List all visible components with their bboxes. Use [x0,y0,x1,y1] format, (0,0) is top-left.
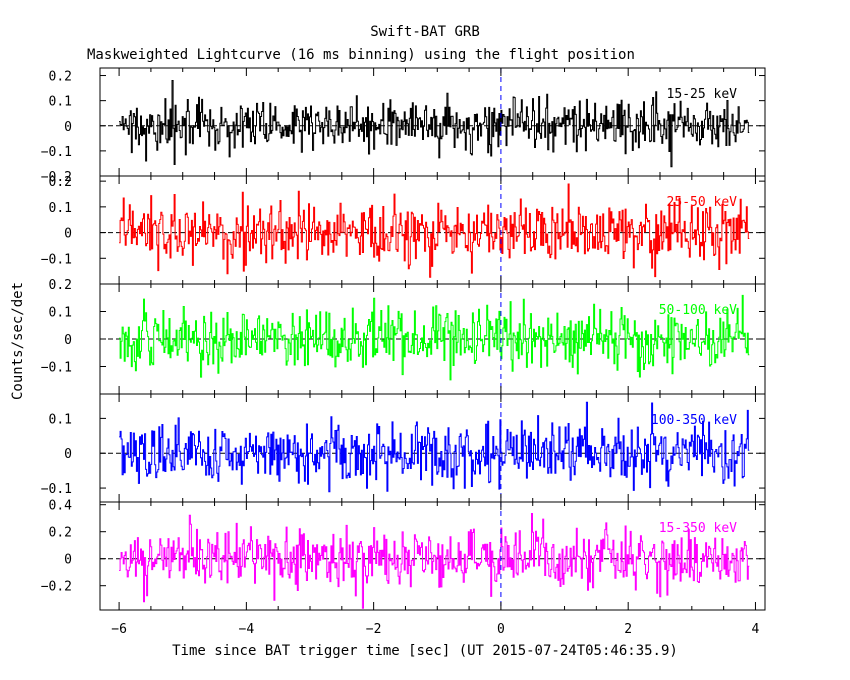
x-tick-label: 0 [497,622,505,637]
y-tick-label: −0.1 [41,361,72,376]
band-label: 15-25 keV [667,87,738,102]
band-label: 25-50 keV [667,195,738,210]
y-tick-label: 0 [64,227,72,242]
series-line [119,513,750,609]
y-tick-label: 0.1 [49,306,72,321]
x-axis: −6 −4 −2 0 2 4 [111,622,759,637]
panels-group: 0.2 0.1 0 −0.1 −0.2 15-25 keV 0.2 0.1 0 −0.1 25-50… [41,67,766,611]
panel-1: 0.2 0.1 0 −0.1 25-50 keV [41,175,766,285]
series-line [119,401,750,493]
x-tick-label: −4 [239,622,255,637]
y-tick-label: 0 [64,120,72,135]
chart-subtitle: Maskweighted Lightcurve (16 ms binning) … [87,47,635,63]
y-tick-label: −0.1 [41,482,72,497]
chart-title: Swift-BAT GRB [370,24,480,40]
band-label: 15-350 keV [659,521,737,536]
y-tick-label: −0.2 [41,170,72,185]
x-tick-label: 2 [624,622,632,637]
y-tick-label: 0.2 [49,526,72,541]
y-tick-label: 0 [64,447,72,462]
panel-0: 0.2 0.1 0 −0.1 −0.2 15-25 keV [41,67,766,185]
y-tick-label: 0 [64,553,72,568]
series-line [119,294,750,381]
series-line [119,183,750,278]
band-label: 100-350 keV [651,413,737,428]
panel-3: 0.1 0 −0.1 100-350 keV [41,393,766,503]
y-tick-label: 0.2 [49,70,72,85]
y-tick-label: 0.2 [49,278,72,293]
y-tick-label: 0.1 [49,201,72,216]
series-line [119,80,750,168]
y-tick-label: 0.1 [49,95,72,110]
panel-4: 0.4 0.2 0 −0.2 15-350 keV [41,499,766,611]
x-axis-label: Time since BAT trigger time [sec] (UT 20… [172,643,678,659]
x-tick-label: −6 [111,622,127,637]
band-label: 50-100 keV [659,303,737,318]
y-tick-label: −0.1 [41,145,72,160]
x-tick-label: −2 [366,622,382,637]
x-tick-label: 4 [752,622,760,637]
y-tick-label: 0.2 [49,175,72,190]
y-axis-label: Counts/sec/det [10,282,26,400]
y-tick-label: −0.2 [41,580,72,595]
panel-frame [99,501,766,611]
y-tick-label: −0.1 [41,252,72,267]
y-tick-label: 0.4 [49,499,73,514]
y-tick-label: 0 [64,333,72,348]
panel-2: 0.2 0.1 0 −0.1 50-100 keV [41,278,766,395]
y-tick-label: 0.1 [49,412,72,427]
